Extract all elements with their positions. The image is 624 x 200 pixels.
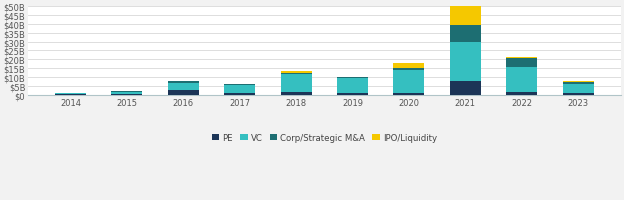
Bar xyxy=(224,94,255,95)
Bar xyxy=(112,92,142,93)
Bar xyxy=(281,75,311,93)
Bar xyxy=(55,94,86,95)
Bar xyxy=(393,71,424,93)
Bar xyxy=(168,84,199,91)
Bar xyxy=(337,77,368,79)
Bar xyxy=(506,68,537,93)
Bar xyxy=(168,91,199,95)
Bar xyxy=(224,85,255,94)
Bar xyxy=(450,0,481,26)
Bar xyxy=(450,26,481,42)
Bar xyxy=(393,64,424,68)
Bar xyxy=(337,79,368,94)
Bar xyxy=(506,57,537,58)
Legend: PE, VC, Corp/Strategic M&A, IPO/Liquidity: PE, VC, Corp/Strategic M&A, IPO/Liquidit… xyxy=(208,130,441,146)
Bar xyxy=(563,83,593,84)
Bar xyxy=(112,93,142,95)
Bar xyxy=(563,94,593,95)
Bar xyxy=(450,42,481,81)
Bar xyxy=(281,93,311,95)
Bar xyxy=(393,68,424,71)
Bar xyxy=(563,84,593,94)
Bar xyxy=(224,84,255,85)
Bar xyxy=(506,58,537,68)
Bar xyxy=(393,93,424,95)
Bar xyxy=(506,93,537,95)
Bar xyxy=(450,81,481,95)
Bar xyxy=(337,94,368,95)
Bar xyxy=(281,71,311,74)
Bar xyxy=(168,82,199,84)
Bar xyxy=(563,82,593,83)
Bar xyxy=(281,74,311,75)
